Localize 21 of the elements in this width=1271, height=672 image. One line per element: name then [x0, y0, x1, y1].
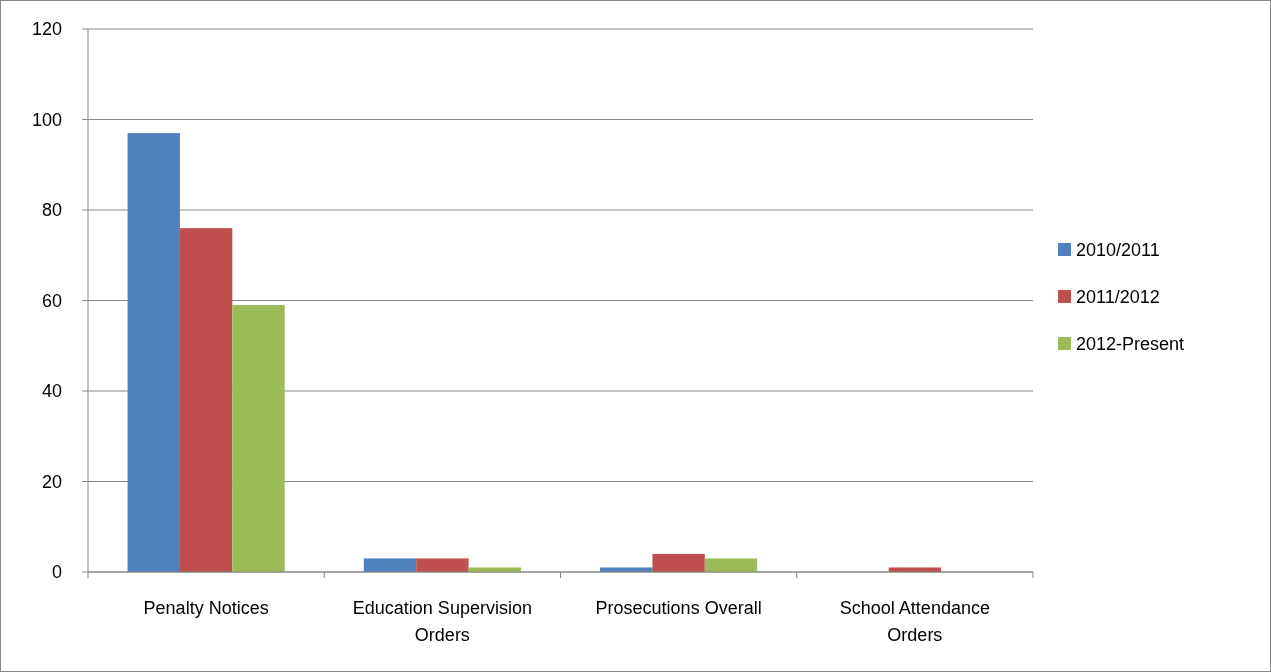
y-tick-label: 40: [41, 381, 62, 402]
x-tick-label: School Attendance Orders: [839, 598, 990, 645]
y-tick-label: 20: [41, 471, 62, 492]
x-tick-label: Education Supervision Orders: [352, 598, 532, 645]
legend-label: 2011/2012: [1076, 287, 1160, 308]
x-tick-label: Penalty Notices: [143, 598, 269, 618]
bar: [179, 228, 233, 572]
legend-label: 2010/2011: [1076, 240, 1160, 261]
y-tick-label: 60: [41, 290, 62, 311]
y-tick-label: 120: [31, 19, 62, 40]
bar: [127, 133, 180, 572]
bar: [232, 305, 285, 572]
bar: [363, 558, 417, 572]
x-tick-label: Prosecutions Overall: [595, 598, 762, 618]
y-tick-label: 80: [41, 200, 62, 221]
bar: [652, 553, 705, 572]
bar: [704, 558, 758, 572]
bar: [416, 558, 469, 572]
y-tick-label: 100: [31, 109, 62, 130]
legend-label: 2012-Present: [1076, 334, 1185, 355]
y-tick-label: 0: [51, 562, 62, 583]
